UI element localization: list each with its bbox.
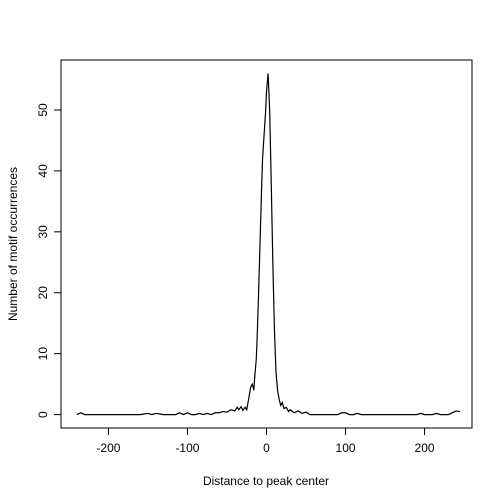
y-tick-label: 30 xyxy=(36,225,50,239)
x-axis-title: Distance to peak center xyxy=(203,474,329,488)
y-tick-label: 0 xyxy=(36,411,50,418)
y-axis-title: Number of motif occurrences xyxy=(6,167,20,321)
y-tick-label: 20 xyxy=(36,286,50,300)
y-tick-label: 40 xyxy=(36,164,50,178)
x-tick-label: -100 xyxy=(175,441,199,455)
x-tick-label: 200 xyxy=(415,441,435,455)
y-tick-label: 10 xyxy=(36,347,50,361)
x-tick-label: 100 xyxy=(336,441,356,455)
data-line xyxy=(76,73,461,416)
y-tick-label: 50 xyxy=(36,103,50,117)
x-tick-label: -200 xyxy=(96,441,120,455)
plot-frame xyxy=(60,59,473,429)
x-tick-label: 0 xyxy=(263,441,270,455)
